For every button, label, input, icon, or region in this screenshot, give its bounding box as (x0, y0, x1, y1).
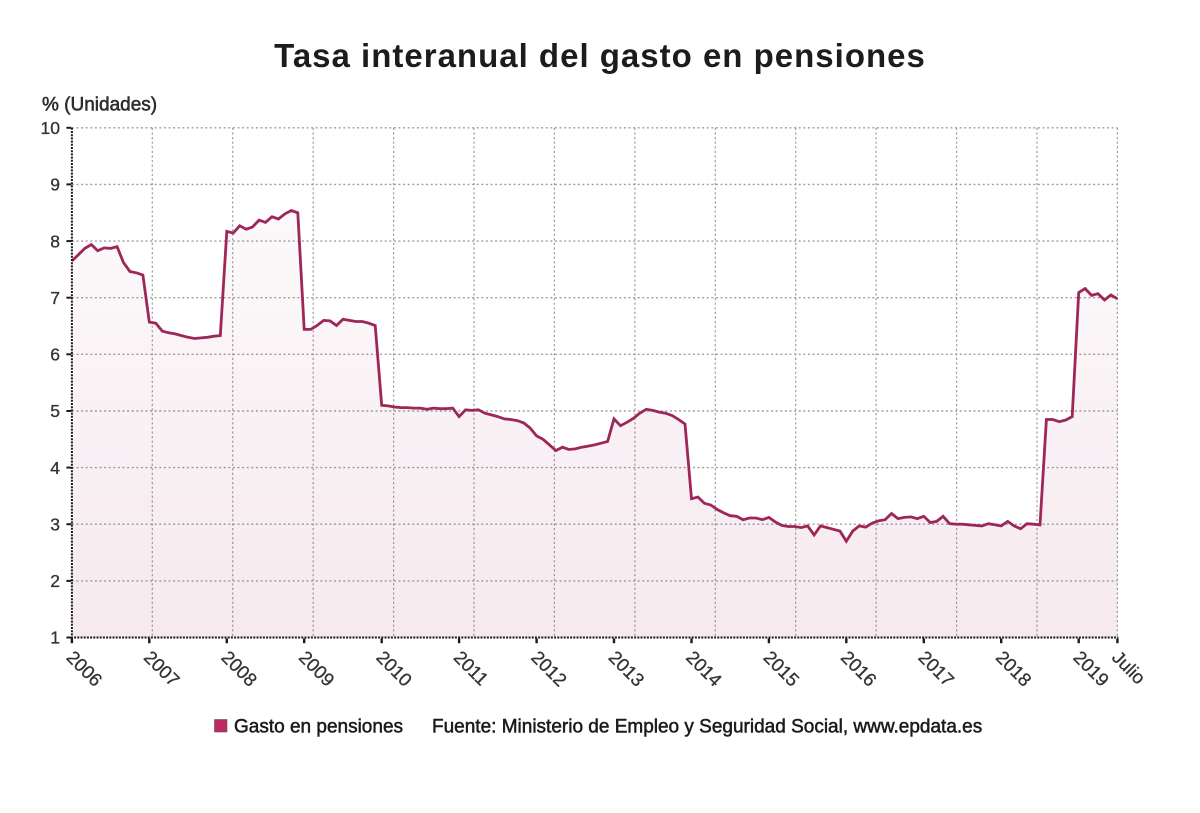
svg-text:8: 8 (50, 231, 60, 251)
svg-text:Gasto en pensiones: Gasto en pensiones (234, 717, 403, 738)
svg-text:6: 6 (50, 345, 60, 365)
svg-text:Tasa interanual del gasto en p: Tasa interanual del gasto en pensiones (274, 37, 926, 74)
svg-text:9: 9 (50, 175, 60, 195)
svg-text:4: 4 (50, 458, 60, 478)
svg-text:2: 2 (50, 571, 60, 591)
svg-text:Fuente: Ministerio de Empleo y: Fuente: Ministerio de Empleo y Seguridad… (432, 717, 982, 738)
svg-text:% (Unidades): % (Unidades) (42, 95, 157, 116)
svg-text:5: 5 (50, 401, 60, 421)
svg-text:7: 7 (50, 288, 60, 308)
svg-text:3: 3 (50, 514, 60, 534)
svg-text:1: 1 (50, 628, 60, 648)
svg-text:10: 10 (41, 118, 61, 138)
